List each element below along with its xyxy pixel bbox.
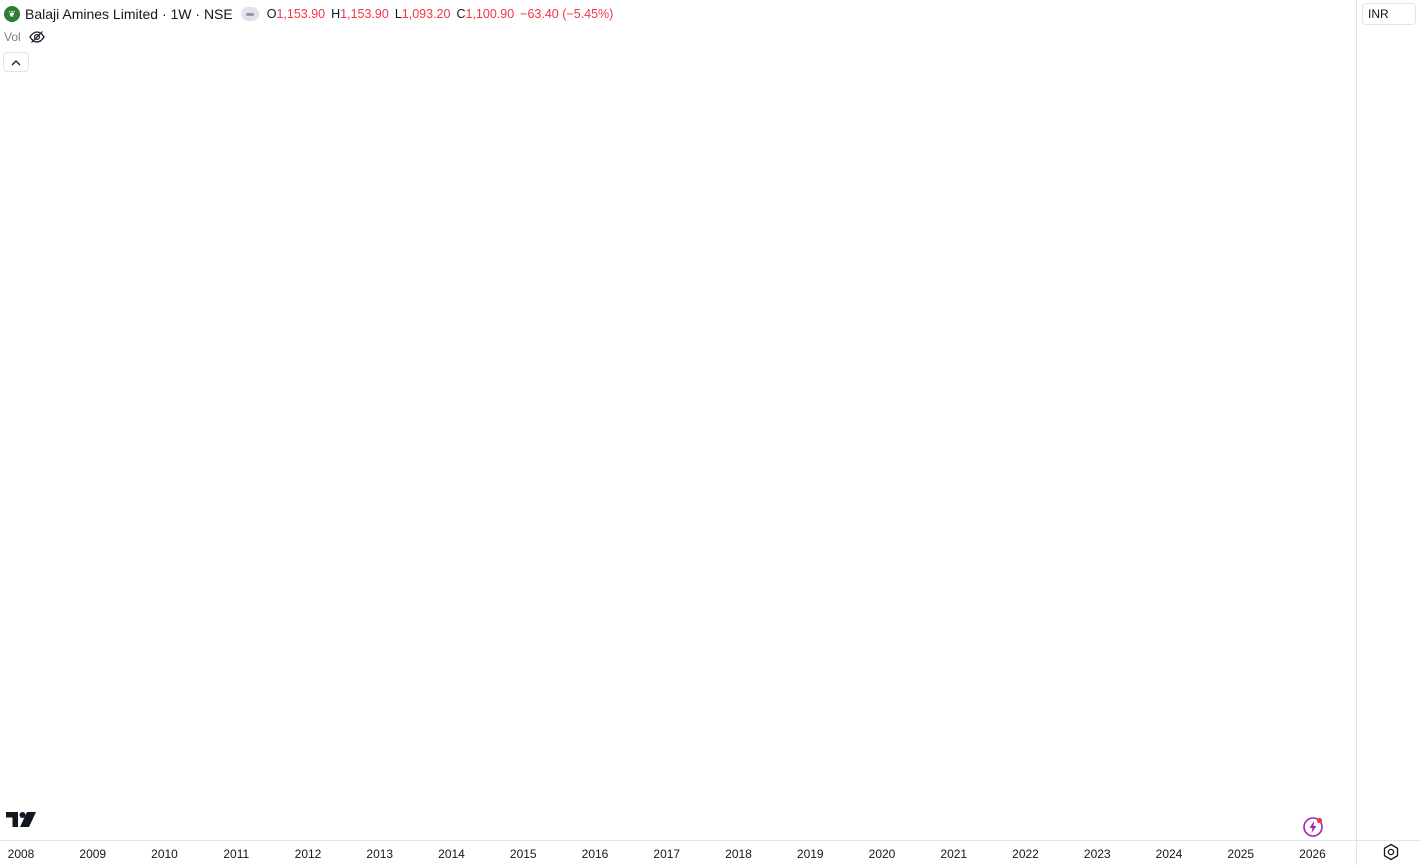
- x-tick-label: 2010: [151, 847, 178, 861]
- symbol-title[interactable]: Balaji Amines Limited · 1W · NSE: [25, 6, 233, 22]
- time-scale[interactable]: 2008 2009 2010 2011 2012 2013 2014 2015 2016 2017…: [8, 847, 1327, 861]
- collapse-legend-button[interactable]: [3, 52, 29, 72]
- ohlc-high: H1,153.90: [331, 7, 389, 21]
- eye-off-icon[interactable]: [28, 30, 45, 44]
- market-status-icon[interactable]: [240, 7, 259, 21]
- change-value: −63.40 (−5.45%): [520, 7, 614, 21]
- ohlc-close: C1,100.90: [456, 7, 514, 21]
- x-tick-label: 2021: [940, 847, 967, 861]
- open-value: 1,153.90: [276, 7, 326, 21]
- x-tick-label: 2015: [510, 847, 537, 861]
- gear-icon[interactable]: [1382, 843, 1400, 866]
- tradingview-logo[interactable]: [6, 810, 38, 833]
- x-tick-label: 2019: [797, 847, 824, 861]
- chevron-up-icon: [11, 53, 21, 71]
- x-tick-label: 2009: [79, 847, 106, 861]
- open-label: O: [266, 7, 277, 21]
- x-tick-label: 2020: [869, 847, 896, 861]
- volume-legend: Vol: [4, 28, 45, 46]
- x-tick-label: 2012: [295, 847, 322, 861]
- x-tick-label: 2022: [1012, 847, 1039, 861]
- x-tick-label: 2026: [1299, 847, 1326, 861]
- close-label: C: [456, 7, 466, 21]
- x-tick-label: 2024: [1156, 847, 1183, 861]
- high-value: 1,153.90: [340, 7, 389, 21]
- currency-selector[interactable]: INR: [1362, 3, 1416, 25]
- low-value: 1,093.20: [401, 7, 451, 21]
- symbol-legend: ❦ Balaji Amines Limited · 1W · NSE O1,15…: [4, 4, 619, 24]
- ohlc-low: L1,093.20: [395, 7, 451, 21]
- x-tick-label: 2017: [653, 847, 680, 861]
- x-tick-label: 2023: [1084, 847, 1111, 861]
- ohlc-open: O1,153.90: [267, 7, 325, 21]
- x-tick-label: 2018: [725, 847, 752, 861]
- high-label: H: [331, 7, 341, 21]
- x-tick-label: 2013: [366, 847, 393, 861]
- balaji-leaf-icon[interactable]: ❦: [4, 6, 20, 22]
- flash-icon[interactable]: [1302, 816, 1324, 843]
- x-tick-label: 2014: [438, 847, 465, 861]
- x-tick-label: 2016: [582, 847, 609, 861]
- close-value: 1,100.90: [465, 7, 515, 21]
- x-tick-label: 2008: [8, 847, 35, 861]
- low-label: L: [394, 7, 402, 21]
- volume-label[interactable]: Vol: [4, 30, 21, 44]
- x-tick-label: 2011: [223, 847, 249, 861]
- x-tick-label: 2025: [1227, 847, 1254, 861]
